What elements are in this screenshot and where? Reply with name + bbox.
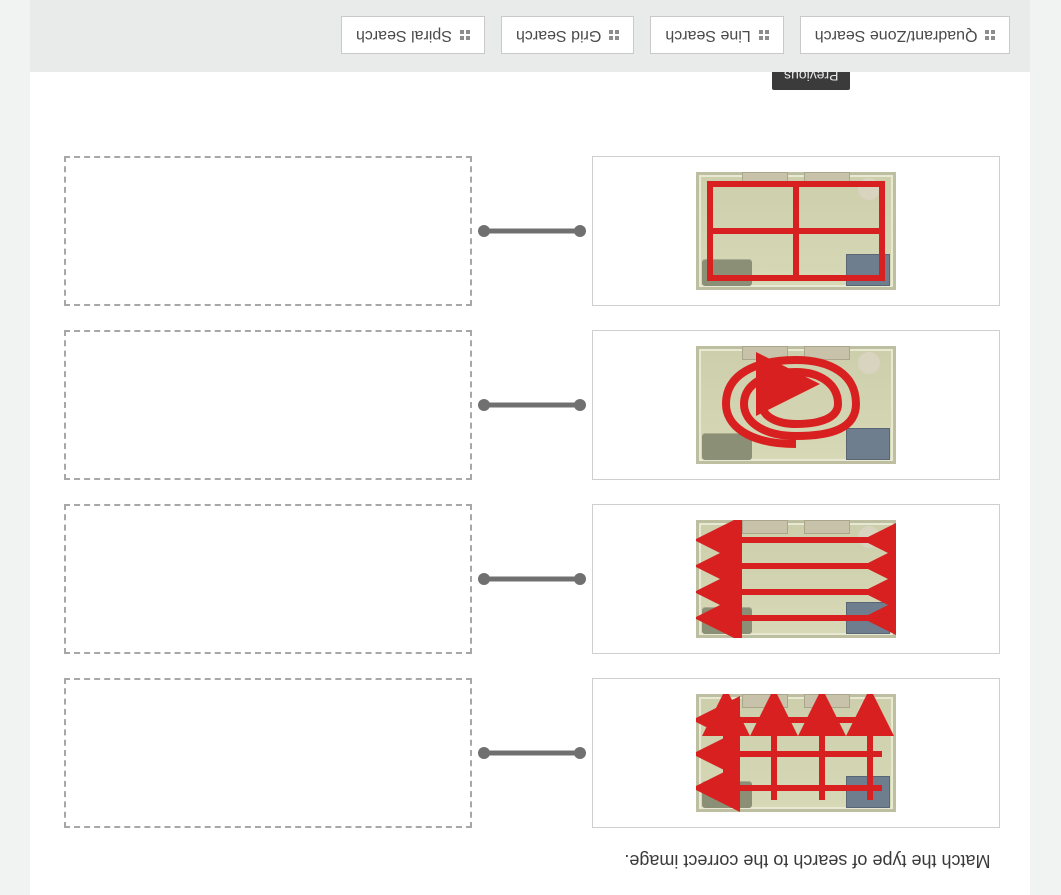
instruction-text: Match the type of search to the correct … [61,850,1001,871]
match-rows [61,156,1001,828]
drop-zone-spiral[interactable] [65,330,473,480]
draggable-label: Line Search [665,26,750,44]
drop-zone-zone[interactable] [65,156,473,306]
pattern-image-spiral [593,330,1001,480]
pattern-image-zone [593,156,1001,306]
draggables-bar: Quadrant/Zone Search Line Search Grid Sear… [31,0,1031,72]
draggable-label: Quadrant/Zone Search [815,26,978,44]
match-row-zone [61,156,1001,306]
draggable-label: Spiral Search [356,26,452,44]
draggable-spiral[interactable]: Spiral Search [341,16,485,54]
connector [473,395,593,415]
draggable-grid[interactable]: Grid Search [501,16,634,54]
connector [473,569,593,589]
matching-question: Match the type of search to the correct … [31,0,1031,895]
grip-icon [609,30,619,40]
draggable-quadrant[interactable]: Quadrant/Zone Search [800,16,1011,54]
match-row-line [61,504,1001,654]
pattern-image-grid [593,678,1001,828]
drop-zone-grid[interactable] [65,678,473,828]
drop-zone-line[interactable] [65,504,473,654]
grip-icon [460,30,470,40]
grip-icon [986,30,996,40]
match-row-spiral [61,330,1001,480]
pattern-image-line [593,504,1001,654]
draggable-line[interactable]: Line Search [650,16,783,54]
connector [473,221,593,241]
grip-icon [759,30,769,40]
draggable-label: Grid Search [516,26,601,44]
connector [473,743,593,763]
match-row-grid [61,678,1001,828]
